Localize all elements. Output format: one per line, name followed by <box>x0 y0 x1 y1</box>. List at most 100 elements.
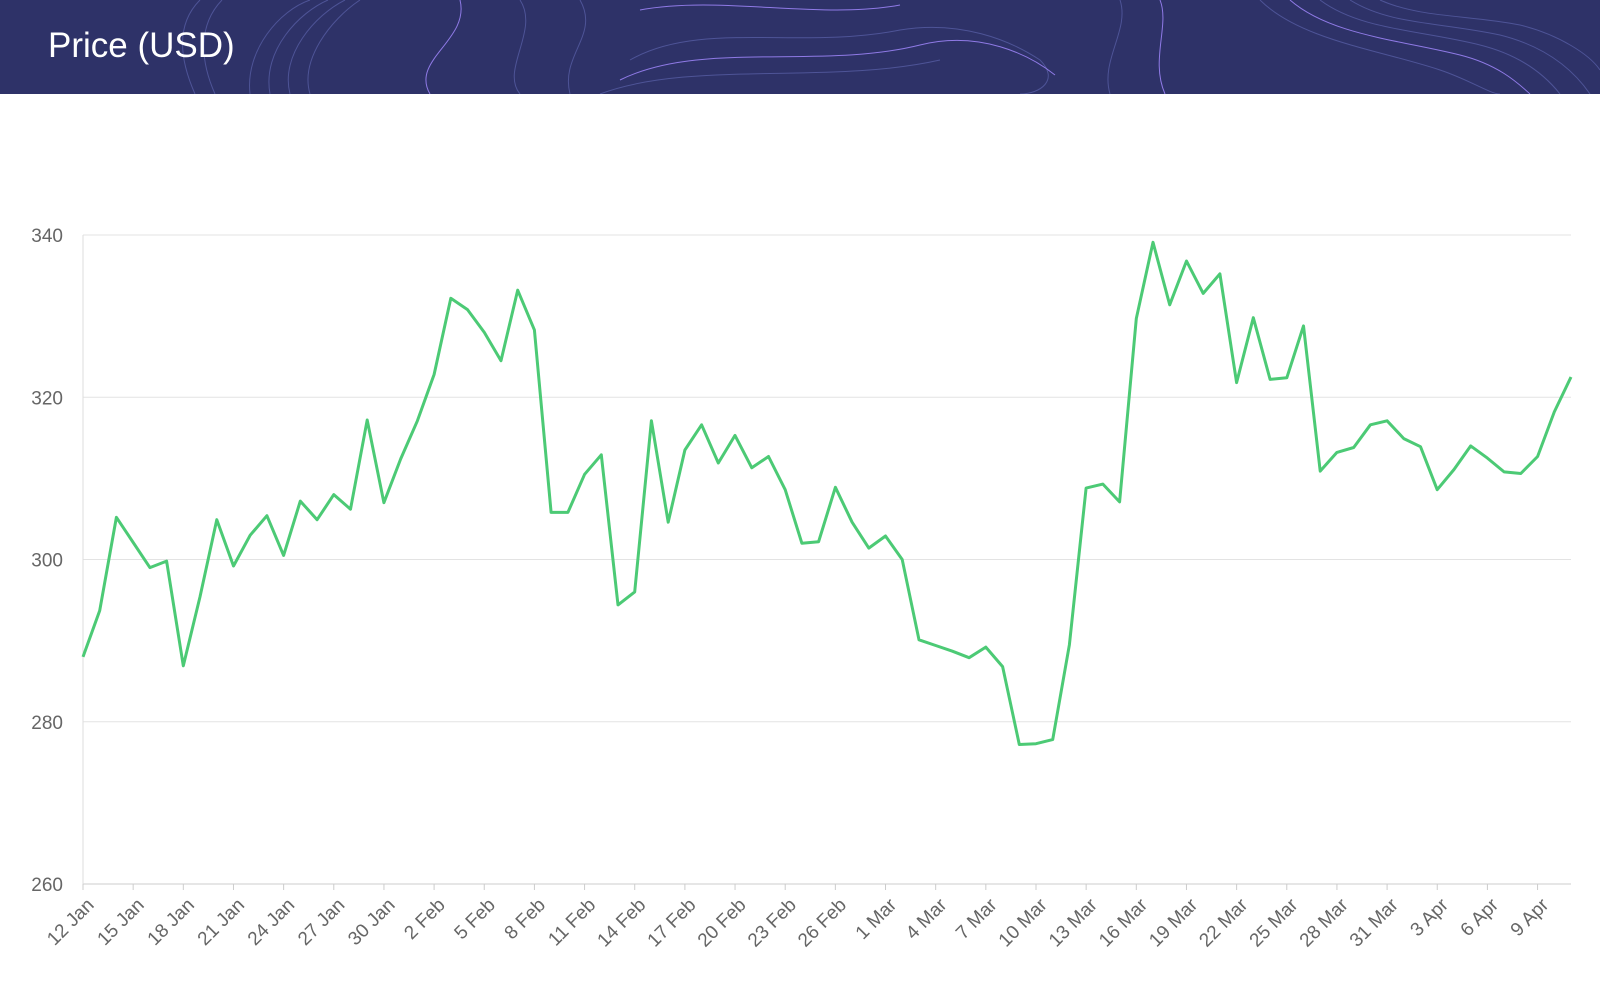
data-point <box>165 559 169 563</box>
data-point <box>900 558 904 562</box>
data-point <box>181 664 185 668</box>
data-point <box>1419 445 1423 449</box>
data-point <box>649 419 653 423</box>
data-point <box>616 603 620 607</box>
contour-line <box>629 26 1049 94</box>
data-point <box>783 488 787 492</box>
data-point <box>499 359 503 363</box>
x-tick-label: 21 Jan <box>194 895 249 950</box>
y-tick-label: 280 <box>31 713 63 734</box>
x-tick-label: 1 Mar <box>852 894 902 944</box>
contour-line <box>1379 0 1600 71</box>
contour-line <box>182 0 201 94</box>
data-point <box>1452 467 1456 471</box>
data-point <box>1435 488 1439 492</box>
contour-line <box>287 0 346 94</box>
contour-line <box>249 0 311 94</box>
x-tick-label: 19 Mar <box>1145 894 1202 951</box>
data-point <box>583 472 587 476</box>
data-point <box>198 595 202 599</box>
x-tick-label: 20 Feb <box>694 895 751 952</box>
data-point <box>131 540 135 544</box>
data-point <box>733 433 737 437</box>
data-point <box>867 546 871 550</box>
x-tick-label: 15 Jan <box>94 895 149 950</box>
data-point <box>700 423 704 427</box>
data-point <box>716 461 720 465</box>
data-point <box>432 373 436 377</box>
x-tick-label: 8 Feb <box>501 895 550 944</box>
x-tick-label: 23 Feb <box>744 895 801 952</box>
data-point <box>315 518 319 522</box>
data-point <box>1151 240 1155 244</box>
data-point <box>1402 437 1406 441</box>
data-point <box>1352 446 1356 450</box>
data-point <box>382 501 386 505</box>
data-point <box>215 518 219 522</box>
data-point <box>1084 486 1088 490</box>
data-point <box>1051 738 1055 742</box>
data-point <box>282 553 286 557</box>
data-point <box>766 454 770 458</box>
chart-title: Price (USD) <box>48 26 235 65</box>
data-point <box>950 649 954 653</box>
data-point <box>1569 375 1573 379</box>
x-tick-label: 25 Mar <box>1246 894 1303 951</box>
x-tick-label: 6 Apr <box>1457 894 1504 941</box>
x-tick-label: 31 Mar <box>1346 894 1403 951</box>
x-tick-label: 26 Feb <box>794 895 851 952</box>
data-point <box>1017 742 1021 746</box>
data-point <box>1368 423 1372 427</box>
contour-line <box>1349 0 1591 94</box>
y-tick-label: 340 <box>31 226 63 247</box>
data-point <box>399 457 403 461</box>
data-point <box>1285 376 1289 380</box>
data-point <box>332 493 336 497</box>
data-point <box>1251 316 1255 320</box>
data-point <box>1001 665 1005 669</box>
contour-pattern <box>182 0 1600 94</box>
data-point <box>1335 450 1339 454</box>
data-point <box>817 540 821 544</box>
data-point <box>1118 500 1122 504</box>
data-point <box>265 514 269 518</box>
x-tick-label: 12 Jan <box>43 895 98 950</box>
data-point <box>298 499 302 503</box>
contour-line <box>599 59 941 94</box>
contour-line <box>567 0 587 94</box>
data-point <box>1184 259 1188 263</box>
series-layer <box>81 240 1573 746</box>
x-tick-label: 9 Apr <box>1507 894 1554 941</box>
x-tick-label: 30 Jan <box>344 895 399 950</box>
data-point <box>1552 410 1556 414</box>
data-point <box>549 510 553 514</box>
contour-line <box>619 39 1056 81</box>
contour-line <box>268 0 329 94</box>
data-point <box>566 510 570 514</box>
contour-line <box>513 0 527 94</box>
data-point <box>98 609 102 613</box>
x-tick-label: 3 Apr <box>1407 894 1454 941</box>
x-tick-label: 22 Mar <box>1195 894 1252 951</box>
data-point <box>1101 482 1105 486</box>
data-point <box>248 533 252 537</box>
data-point <box>917 638 921 642</box>
x-tick-label: 28 Mar <box>1296 894 1353 951</box>
contour-line <box>639 4 901 11</box>
x-tick-label: 18 Jan <box>144 895 199 950</box>
x-tick-label: 5 Feb <box>451 895 500 944</box>
x-tick-label: 4 Mar <box>902 894 952 944</box>
contour-line <box>1259 0 1501 94</box>
x-tick-label: 17 Feb <box>644 895 701 952</box>
contour-line <box>1107 0 1123 94</box>
data-point <box>1519 472 1523 476</box>
data-point <box>850 520 854 524</box>
data-point <box>599 453 603 457</box>
data-point <box>482 330 486 334</box>
chart-header: Price (USD) <box>0 0 1600 94</box>
x-tick-label: 27 Jan <box>294 895 349 950</box>
data-point <box>532 328 536 332</box>
data-point <box>750 466 754 470</box>
data-point <box>81 655 85 659</box>
data-point <box>365 418 369 422</box>
